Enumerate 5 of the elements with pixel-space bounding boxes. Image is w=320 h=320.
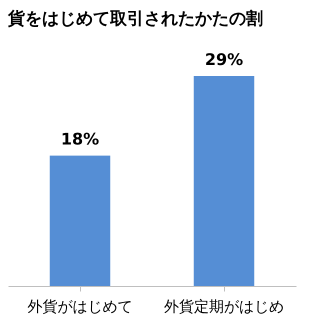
x-tick-label: 外貨定期がはじめ <box>164 298 284 316</box>
data-label: 29% <box>204 50 244 69</box>
data-label: 18% <box>60 130 100 149</box>
x-tick-label: 外貨がはじめて <box>28 298 132 316</box>
chart-title: 貨をはじめて取引されたかたの割 <box>7 9 263 29</box>
